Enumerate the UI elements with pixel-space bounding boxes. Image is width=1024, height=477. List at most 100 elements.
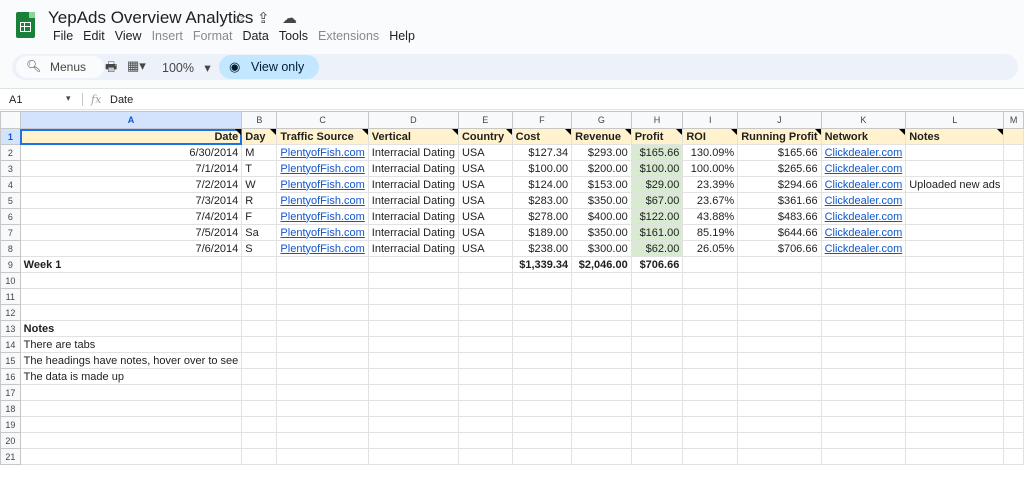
cell[interactable]: [571, 368, 632, 385]
cell[interactable]: 7/4/2014: [19, 208, 243, 225]
cell[interactable]: [511, 336, 573, 353]
cell[interactable]: USA: [457, 208, 513, 225]
cell[interactable]: [276, 320, 369, 337]
cell[interactable]: $238.00: [511, 240, 573, 257]
cell[interactable]: $165.66: [737, 144, 822, 161]
cell[interactable]: [905, 272, 1005, 289]
formula-input[interactable]: Date: [110, 94, 134, 106]
cell[interactable]: [367, 432, 459, 449]
menu-edit[interactable]: Edit: [83, 29, 105, 43]
cell[interactable]: [1003, 192, 1024, 209]
cell[interactable]: $350.00: [571, 224, 632, 241]
cell[interactable]: [241, 352, 278, 369]
column-header-k[interactable]: K: [820, 111, 907, 129]
cell[interactable]: [737, 384, 822, 401]
cell[interactable]: [571, 272, 632, 289]
cell[interactable]: Clickdealer.com: [820, 192, 907, 209]
cell[interactable]: [820, 400, 907, 417]
cell[interactable]: [905, 208, 1005, 225]
cell[interactable]: [630, 432, 684, 449]
row-header[interactable]: 6: [0, 208, 21, 225]
cell[interactable]: Interracial Dating: [367, 176, 459, 193]
cell[interactable]: $2,046.00: [571, 256, 632, 273]
cell[interactable]: [241, 448, 278, 465]
cell[interactable]: [820, 416, 907, 433]
cell[interactable]: [682, 416, 739, 433]
sheets-logo-icon[interactable]: [16, 12, 35, 38]
cell[interactable]: [1003, 304, 1024, 321]
cell[interactable]: [571, 448, 632, 465]
row-header[interactable]: 15: [0, 352, 21, 369]
cell[interactable]: [737, 448, 822, 465]
cell[interactable]: [571, 432, 632, 449]
cell[interactable]: $350.00: [571, 192, 632, 209]
cell[interactable]: [630, 288, 684, 305]
cell[interactable]: [737, 320, 822, 337]
cell[interactable]: [19, 304, 243, 321]
cell[interactable]: [630, 416, 684, 433]
cell[interactable]: Day: [241, 128, 278, 145]
column-header-f[interactable]: F: [511, 111, 573, 129]
cell[interactable]: [367, 320, 459, 337]
row-header[interactable]: 3: [0, 160, 21, 177]
cell[interactable]: [276, 256, 369, 273]
cell[interactable]: [511, 304, 573, 321]
cell[interactable]: [241, 368, 278, 385]
cell[interactable]: T: [241, 160, 278, 177]
cell[interactable]: ROI: [682, 128, 739, 145]
cell[interactable]: [682, 368, 739, 385]
row-header[interactable]: 10: [0, 272, 21, 289]
column-header-e[interactable]: E: [457, 111, 513, 129]
cell[interactable]: [511, 432, 573, 449]
cell[interactable]: $644.66: [737, 224, 822, 241]
cell[interactable]: [1003, 144, 1024, 161]
cell[interactable]: [820, 448, 907, 465]
cloud-status-icon[interactable]: ☁: [282, 10, 297, 27]
chevron-down-icon[interactable]: ▾: [66, 93, 71, 103]
cell[interactable]: 85.19%: [682, 224, 739, 241]
cell[interactable]: Interracial Dating: [367, 192, 459, 209]
menu-view[interactable]: View: [114, 29, 142, 43]
cell[interactable]: [905, 144, 1005, 161]
cell[interactable]: [276, 288, 369, 305]
cell[interactable]: [905, 384, 1005, 401]
cell[interactable]: $62.00: [630, 240, 684, 257]
cell[interactable]: [905, 416, 1005, 433]
cell[interactable]: [737, 352, 822, 369]
cell[interactable]: Interracial Dating: [367, 144, 459, 161]
cell[interactable]: [511, 320, 573, 337]
cell[interactable]: Clickdealer.com: [820, 160, 907, 177]
cell[interactable]: [571, 400, 632, 417]
cell[interactable]: [682, 352, 739, 369]
paint-format-icon[interactable]: ▦▾: [127, 58, 146, 73]
cell[interactable]: [630, 384, 684, 401]
cell[interactable]: USA: [457, 224, 513, 241]
cell[interactable]: [457, 304, 513, 321]
select-all-corner[interactable]: [0, 111, 21, 129]
cell[interactable]: [367, 448, 459, 465]
cell[interactable]: [241, 384, 278, 401]
menu-insert[interactable]: Insert: [151, 29, 183, 43]
zoom-select[interactable]: 100% ▾: [162, 61, 211, 75]
cell[interactable]: [682, 256, 739, 273]
cell[interactable]: [19, 400, 243, 417]
name-box[interactable]: A1: [9, 94, 23, 106]
cell[interactable]: [1003, 384, 1024, 401]
menu-data[interactable]: Data: [242, 29, 269, 43]
cell[interactable]: [511, 288, 573, 305]
cell[interactable]: 100.00%: [682, 160, 739, 177]
cell[interactable]: [682, 288, 739, 305]
cell[interactable]: $483.66: [737, 208, 822, 225]
cell[interactable]: [241, 256, 278, 273]
row-header[interactable]: 12: [0, 304, 21, 321]
cell[interactable]: [241, 288, 278, 305]
cell[interactable]: [630, 336, 684, 353]
cell[interactable]: Notes: [19, 320, 243, 337]
cell[interactable]: [682, 272, 739, 289]
cell[interactable]: [241, 304, 278, 321]
cell[interactable]: [571, 352, 632, 369]
cell[interactable]: [1003, 272, 1024, 289]
cell[interactable]: The headings have notes, hover over to s…: [19, 352, 243, 369]
cell[interactable]: 23.39%: [682, 176, 739, 193]
cell[interactable]: [241, 336, 278, 353]
